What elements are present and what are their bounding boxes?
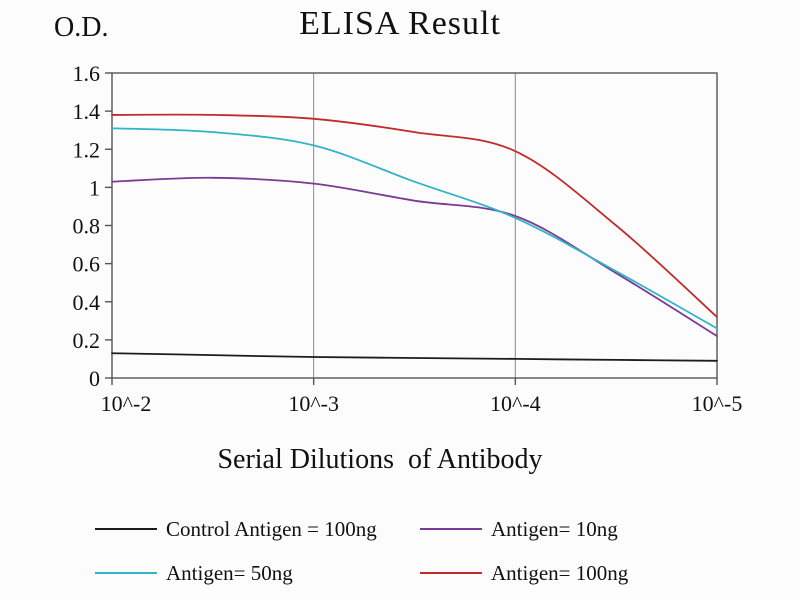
y-tick-label: 0.6 [73,252,101,277]
y-axis-label: O.D. [54,12,109,43]
x-tick-label: 10^-4 [490,391,541,416]
y-tick-label: 0.4 [73,290,101,315]
legend-label: Control Antigen = 100ng [166,516,377,541]
series-line-0 [111,352,718,362]
y-tick-label: 1.6 [73,61,101,86]
x-tick-label: 10^-5 [692,391,743,416]
legend-label: Antigen= 50ng [166,560,293,585]
legend-item-antigen-100ng: Antigen= 100ng [420,560,628,586]
plot-border [111,72,718,379]
y-tick-label: 1 [89,175,100,200]
legend-label: Antigen= 100ng [491,560,629,585]
x-tick-label: 10^-2 [101,391,152,416]
legend-label: Antigen= 10ng [491,516,618,541]
legend-item-antigen-50ng: Antigen= 50ng [95,560,293,586]
series-line-3 [111,113,718,318]
chart-title: ELISA Result [299,5,501,42]
series-line-1 [111,176,718,337]
y-tick-label: 0.2 [73,328,101,353]
x-tick-label: 10^-3 [288,391,339,416]
legend-item-antigen-10ng: Antigen= 10ng [420,516,618,542]
series-line-2 [111,127,718,330]
y-tick-label: 1.2 [73,137,101,162]
legend-line-swatch-cyan [95,572,157,574]
legend-line-swatch-black [95,528,157,530]
x-axis-label: Serial Dilutions of Antibody [217,444,543,475]
legend-item-control-antigen: Control Antigen = 100ng [95,516,377,542]
y-tick-label: 1.4 [73,99,101,124]
y-tick-label: 0.8 [73,214,101,239]
y-tick-label: 0 [89,366,100,391]
legend-line-swatch-purple [420,528,482,530]
legend-line-swatch-red [420,572,482,574]
